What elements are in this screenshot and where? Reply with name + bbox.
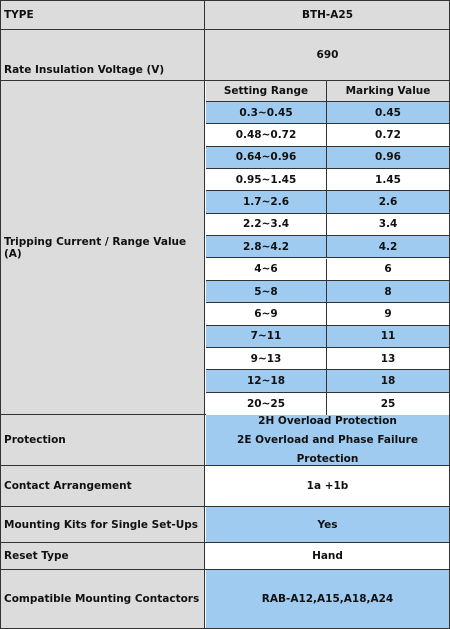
type-value: BTH-A25 bbox=[301, 9, 354, 21]
tripping-label: Tripping Current / Range Value (A) bbox=[1, 81, 205, 414]
marking-value-cell: 13 bbox=[327, 347, 449, 370]
compatible-label: Compatible Mounting Contactors bbox=[1, 570, 205, 628]
tripping-data-row: 2.2~3.4 3.4 bbox=[206, 213, 449, 237]
marking-value-header: Marking Value bbox=[345, 85, 431, 97]
compatible-value: RAB-A12,A15,A18,A24 bbox=[206, 570, 449, 628]
tripping-data-row: 20~25 25 bbox=[206, 392, 449, 415]
tripping-data-row: 6~9 9 bbox=[206, 303, 449, 326]
reset-row: Reset Type Hand bbox=[1, 543, 449, 570]
tripping-data-row: 9~13 13 bbox=[206, 347, 449, 371]
marking-value-cell: 0.45 bbox=[327, 102, 449, 124]
setting-range-cell: 6~9 bbox=[206, 303, 327, 325]
setting-range-header: Setting Range bbox=[206, 81, 327, 101]
marking-value-cell: 8 bbox=[327, 280, 449, 303]
reset-label: Reset Type bbox=[1, 543, 205, 569]
voltage-value: 690 bbox=[316, 49, 339, 61]
marking-value-cell: 11 bbox=[327, 325, 449, 347]
protection-line-2: 2E Overload and Phase Failure Protection bbox=[237, 433, 418, 465]
contact-value: 1a +1b bbox=[206, 466, 449, 506]
tripping-data-row: 12~18 18 bbox=[206, 370, 449, 393]
tripping-data-row: 1.7~2.6 2.6 bbox=[206, 191, 449, 214]
marking-value-cell: 25 bbox=[327, 392, 449, 415]
tripping-row: Tripping Current / Range Value (A) Setti… bbox=[1, 81, 449, 415]
mounting-row: Mounting Kits for Single Set-Ups Yes bbox=[1, 507, 449, 543]
setting-range-cell: 4~6 bbox=[206, 258, 327, 280]
voltage-label: Rate Insulation Voltage (V) bbox=[1, 30, 205, 80]
setting-range-cell: 0.48~0.72 bbox=[206, 124, 327, 146]
tripping-data-row: 0.48~0.72 0.72 bbox=[206, 124, 449, 147]
tripping-data-row: 0.95~1.45 1.45 bbox=[206, 169, 449, 192]
marking-value-cell: 2.6 bbox=[327, 191, 449, 213]
type-label: TYPE bbox=[1, 1, 205, 29]
marking-value-cell: 4.2 bbox=[327, 236, 449, 258]
setting-range-cell: 12~18 bbox=[206, 370, 327, 392]
marking-value-cell: 18 bbox=[327, 370, 449, 392]
setting-range-cell: 5~8 bbox=[206, 280, 327, 303]
tripping-data-row: 2.8~4.2 4.2 bbox=[206, 236, 449, 259]
contact-row: Contact Arrangement 1a +1b bbox=[1, 466, 449, 507]
protection-value: 2H Overload Protection 2E Overload and P… bbox=[206, 415, 449, 465]
marking-value-cell: 9 bbox=[327, 303, 449, 325]
protection-label: Protection bbox=[1, 415, 205, 465]
tripping-data-row: 7~11 11 bbox=[206, 325, 449, 348]
contact-label: Contact Arrangement bbox=[1, 466, 205, 506]
tripping-data-row: 5~8 8 bbox=[206, 280, 449, 304]
tripping-data-row: 4~6 6 bbox=[206, 258, 449, 281]
protection-row: Protection 2H Overload Protection 2E Ove… bbox=[1, 415, 449, 466]
setting-range-cell: 7~11 bbox=[206, 325, 327, 347]
tripping-subtable: Setting Range Marking Value 0.3~0.45 0.45… bbox=[206, 81, 449, 415]
setting-range-cell: 2.8~4.2 bbox=[206, 236, 327, 258]
marking-value-cell: 3.4 bbox=[327, 213, 449, 236]
reset-value: Hand bbox=[206, 543, 449, 569]
marking-value-cell: 0.72 bbox=[327, 124, 449, 146]
compatible-row: Compatible Mounting Contactors RAB-A12,A… bbox=[1, 570, 449, 628]
tripping-data-row: 0.3~0.45 0.45 bbox=[206, 102, 449, 125]
tripping-header-row: Setting Range Marking Value bbox=[206, 81, 449, 102]
voltage-row: Rate Insulation Voltage (V) 690 bbox=[1, 30, 449, 81]
tripping-data-row: 0.64~0.96 0.96 bbox=[206, 146, 449, 170]
mounting-value: Yes bbox=[206, 507, 449, 542]
type-row: TYPE BTH-A25 bbox=[1, 1, 449, 30]
setting-range-cell: 0.95~1.45 bbox=[206, 169, 327, 191]
setting-range-cell: 2.2~3.4 bbox=[206, 213, 327, 236]
marking-value-cell: 0.96 bbox=[327, 146, 449, 169]
setting-range-cell: 20~25 bbox=[206, 392, 327, 415]
marking-value-cell: 6 bbox=[327, 258, 449, 280]
setting-range-cell: 0.3~0.45 bbox=[206, 102, 327, 124]
marking-value-cell: 1.45 bbox=[327, 169, 449, 191]
mounting-label: Mounting Kits for Single Set-Ups bbox=[1, 507, 205, 542]
setting-range-cell: 0.64~0.96 bbox=[206, 146, 327, 169]
setting-range-cell: 9~13 bbox=[206, 347, 327, 370]
setting-range-cell: 1.7~2.6 bbox=[206, 191, 327, 213]
protection-line-1: 2H Overload Protection bbox=[258, 414, 397, 427]
